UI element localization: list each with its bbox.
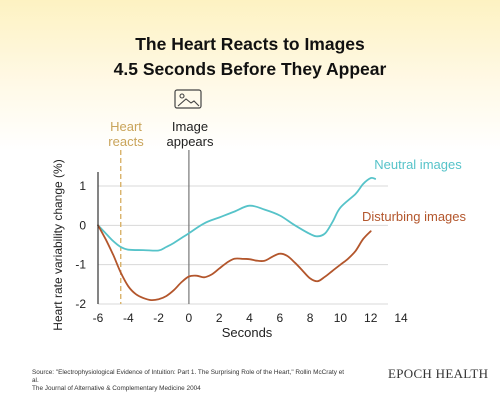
y-tick-label: -2 <box>75 297 86 311</box>
heart-reacts-label-line2: reacts <box>108 134 144 149</box>
title-line-1: The Heart Reacts to Images <box>135 34 365 54</box>
image-icon-frame <box>174 89 202 109</box>
x-tick-label: 0 <box>186 311 193 325</box>
x-tick-label: 14 <box>394 311 408 325</box>
x-tick-label: 12 <box>364 311 378 325</box>
x-tick-label: -2 <box>153 311 164 325</box>
x-tick-label: 4 <box>246 311 253 325</box>
chart-title: The Heart Reacts to Images 4.5 Seconds B… <box>0 32 500 82</box>
source-note: Source: "Electrophysiological Evidence o… <box>32 369 352 393</box>
y-tick-label: 1 <box>79 179 86 193</box>
image-appears-label-line1: Image <box>172 119 208 134</box>
title-line-2: 4.5 Seconds Before They Appear <box>113 59 387 79</box>
source-line-2: The Journal of Alternative & Complementa… <box>32 385 201 392</box>
y-tick-label: -1 <box>75 258 86 272</box>
series-layer <box>97 176 377 302</box>
brand-logo: EPOCH HEALTH <box>388 366 489 381</box>
series-line-neutral <box>97 176 377 252</box>
series-label-neutral: Neutral images <box>374 157 462 172</box>
image-icon-mountains <box>177 98 200 107</box>
heart-reacts-label-line1: Heart <box>110 119 142 134</box>
x-tick-label: 6 <box>276 311 283 325</box>
image-appears-label-line2: appears <box>167 134 214 149</box>
x-tick-label: 8 <box>307 311 314 325</box>
header-gradient <box>0 0 500 150</box>
series-line-disturbing <box>97 224 372 302</box>
x-tick-label: -6 <box>93 311 104 325</box>
x-tick-label: -4 <box>123 311 134 325</box>
event-markers <box>120 150 190 304</box>
image-icon-sun <box>179 93 185 99</box>
y-tick-label: 0 <box>79 218 86 232</box>
axis-layer: 10-1-2-6 -4 -2 0 2 4 6 8 10 12 14 <box>75 172 408 325</box>
x-axis-label: Seconds <box>222 325 273 340</box>
image-icon <box>174 89 202 109</box>
source-line-1: Source: "Electrophysiological Evidence o… <box>32 369 345 384</box>
x-tick-label: 2 <box>216 311 223 325</box>
x-tick-label: 10 <box>334 311 348 325</box>
series-label-disturbing: Disturbing images <box>362 209 467 224</box>
y-axis-label: Heart rate variability change (%) <box>51 159 65 330</box>
